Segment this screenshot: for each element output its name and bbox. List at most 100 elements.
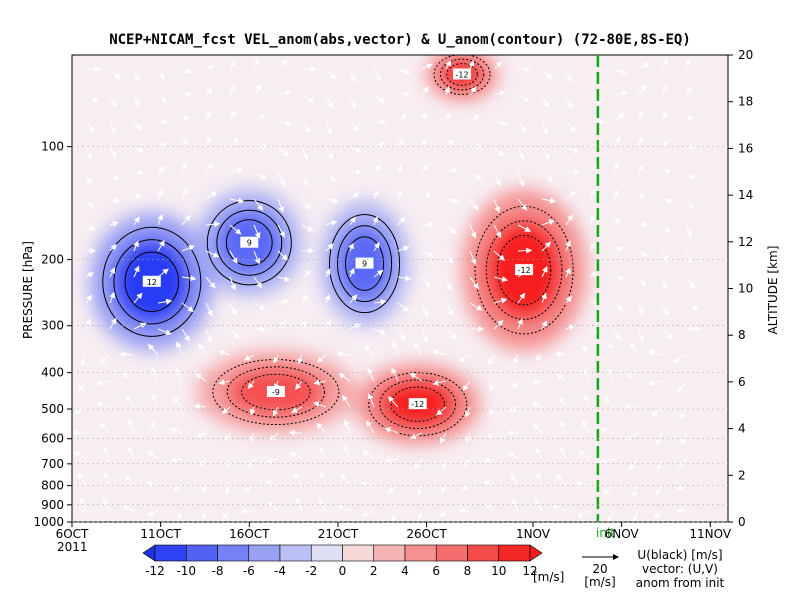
wind-vector	[589, 163, 599, 174]
wind-vector	[151, 367, 159, 382]
wind-vector	[613, 112, 625, 122]
colorbar-segment	[154, 544, 187, 562]
contour-line	[113, 239, 191, 325]
wind-vector	[624, 432, 639, 440]
wind-vector	[613, 189, 619, 200]
wind-vector	[301, 294, 308, 304]
wind-vector	[469, 224, 477, 239]
wind-vector	[109, 317, 117, 330]
wind-vector	[247, 458, 255, 469]
wind-vector	[157, 189, 163, 200]
contour-line	[206, 200, 292, 286]
wind-vector	[301, 120, 311, 134]
wind-vector	[584, 368, 591, 382]
wind-vectors	[72, 57, 701, 522]
wind-vector	[685, 58, 691, 70]
wind-vector	[343, 445, 351, 460]
wind-vector	[295, 497, 303, 512]
wind-vector	[103, 445, 111, 460]
wind-vector	[420, 112, 427, 122]
contour-line	[225, 219, 273, 267]
wind-vector	[510, 474, 519, 486]
wind-vector	[493, 198, 501, 213]
y-tick-label: 500	[41, 402, 64, 416]
wind-vector	[536, 446, 543, 460]
wind-vector	[613, 68, 628, 75]
wind-vector	[198, 343, 207, 356]
wind-vector	[637, 276, 646, 287]
wind-vector	[253, 198, 264, 211]
wind-vector	[397, 138, 404, 148]
wind-vector	[512, 498, 519, 512]
wind-vector	[95, 379, 111, 386]
wind-vector	[181, 275, 197, 282]
contour-line	[379, 379, 457, 430]
wind-vector	[133, 265, 140, 278]
wind-vector	[421, 192, 432, 200]
wind-vector	[133, 94, 140, 108]
contour-label-bg	[266, 386, 285, 398]
wind-vector	[465, 406, 471, 418]
wind-vector	[432, 379, 447, 386]
wind-vector	[264, 480, 279, 486]
legend-line-2: vector: (U,V)	[642, 562, 718, 576]
contour-line	[329, 214, 401, 314]
wind-vector	[147, 510, 159, 516]
wind-vector	[122, 505, 135, 512]
colorbar-segment	[310, 544, 343, 562]
wind-vector	[685, 116, 695, 122]
wind-vector	[85, 120, 95, 133]
x-tick-label: 1NOV	[516, 527, 551, 541]
wind-vector	[575, 481, 591, 488]
wind-vector	[273, 354, 279, 364]
contour-line	[124, 251, 179, 312]
contour-line	[485, 220, 563, 320]
wind-vector	[373, 328, 387, 335]
wind-vector	[361, 510, 375, 517]
x-tick-label: 11NOV	[689, 527, 731, 541]
wind-vector	[373, 94, 385, 104]
wind-vector	[109, 244, 117, 252]
wind-vector	[565, 324, 576, 331]
wind-vector	[439, 510, 447, 518]
wind-vector	[221, 406, 231, 415]
wind-vector	[444, 86, 450, 96]
wind-vector	[469, 114, 481, 122]
wind-vector	[133, 120, 142, 131]
contour-label: -12	[411, 400, 424, 409]
wind-vector	[589, 187, 596, 200]
wind-vector	[421, 164, 428, 174]
wind-vector	[325, 319, 332, 330]
x-tick-label: 21OCT	[318, 527, 359, 541]
wind-vector	[372, 216, 379, 226]
wind-vector	[421, 276, 432, 289]
wind-vector	[205, 328, 213, 343]
wind-vector	[445, 224, 457, 235]
wind-vector	[629, 342, 639, 356]
contour-line	[446, 63, 478, 86]
wind-vector	[581, 345, 591, 356]
y-right-tick-label: 6	[738, 375, 746, 389]
wind-vector	[157, 68, 165, 80]
wind-vector	[277, 146, 290, 158]
wind-vector	[534, 354, 543, 361]
colorbar-segment	[467, 544, 500, 562]
wind-vector	[127, 419, 135, 434]
vector-reference: 20 [m/s]	[582, 554, 619, 589]
wind-vector	[397, 68, 411, 75]
wind-vector	[613, 90, 629, 97]
wind-vector	[517, 120, 527, 133]
wind-vector	[632, 510, 639, 522]
contour-line	[433, 55, 491, 95]
wind-vector	[77, 380, 87, 392]
wind-vector	[225, 484, 231, 495]
wind-vector	[367, 393, 375, 408]
wind-vector	[396, 164, 402, 174]
wind-vector	[205, 135, 212, 148]
wind-vector	[599, 457, 615, 464]
wind-vector	[685, 172, 697, 179]
contour-label-bg	[408, 398, 427, 410]
wind-vector	[325, 243, 334, 252]
wind-vector	[647, 349, 663, 356]
